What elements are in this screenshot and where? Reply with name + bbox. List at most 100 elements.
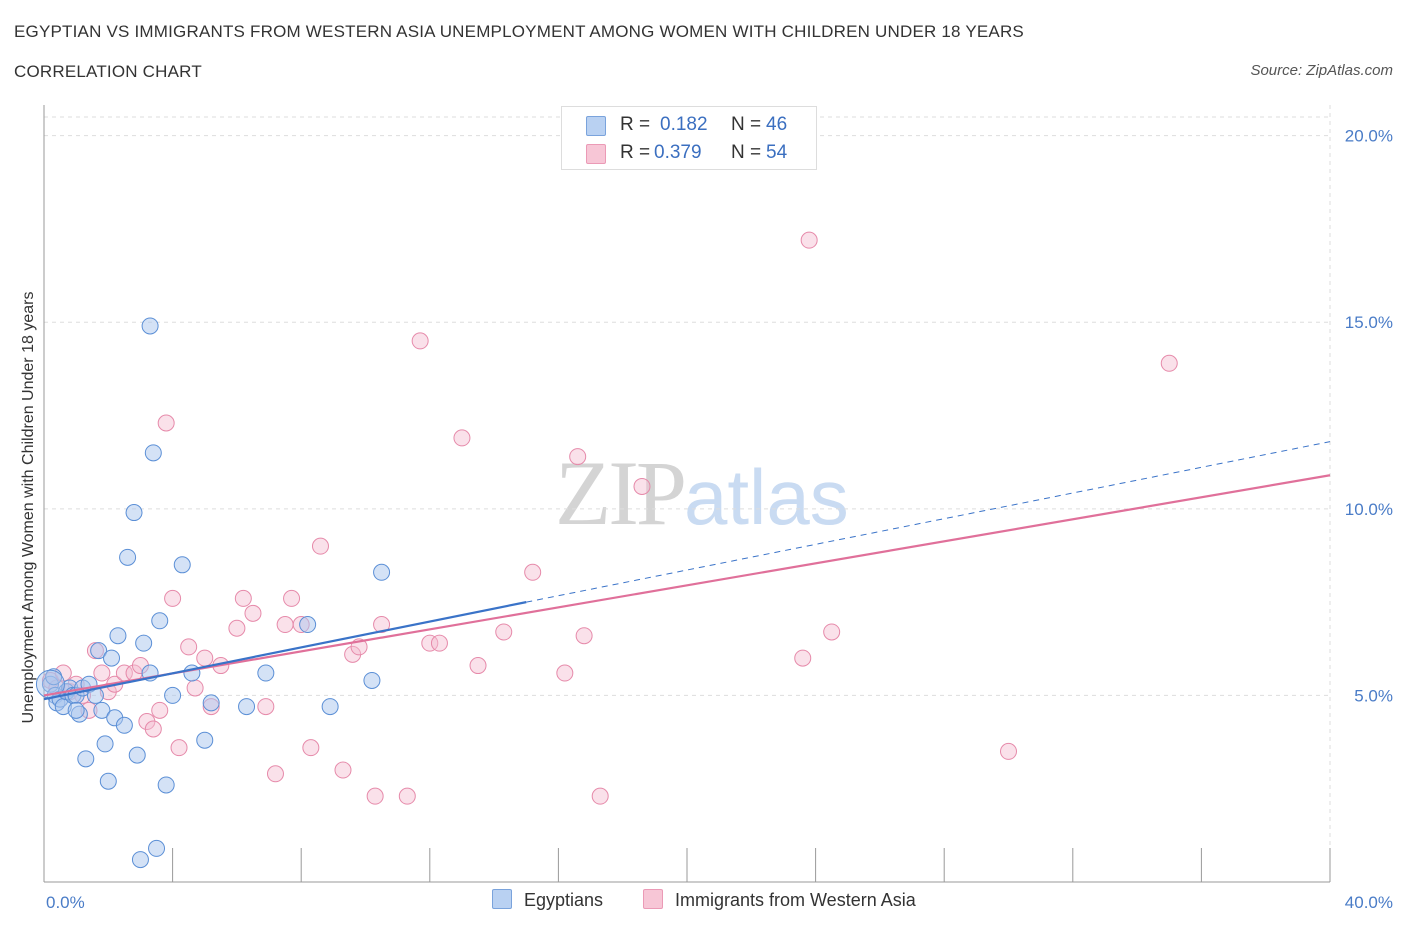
immigrants-point: [524, 563, 542, 581]
legend-item-egyptians[interactable]: Egyptians: [492, 889, 603, 911]
r-label: R =: [620, 114, 651, 135]
immigrants-point: [591, 787, 609, 805]
immigrants-swatch: [586, 144, 606, 164]
stats-legend: R = 0.182 N = 46 R = 0.379 N = 54: [561, 106, 817, 170]
immigrants-point: [180, 638, 198, 656]
y-axis-label: Unemployment Among Women with Children U…: [20, 292, 37, 724]
immigrants-point: [823, 623, 841, 641]
chart-title: EGYPTIAN VS IMMIGRANTS FROM WESTERN ASIA…: [14, 22, 1024, 41]
immigrants-point: [1000, 742, 1017, 760]
watermark: ZIPatlas: [555, 440, 849, 546]
immigrants-trendline: [43, 474, 1331, 697]
source-label: Source: ZipAtlas.com: [1250, 62, 1393, 79]
egyptians-point: [157, 776, 175, 794]
immigrants-point: [244, 604, 262, 622]
immigrants-point: [453, 429, 471, 447]
egyptians-swatch: [586, 116, 606, 136]
egyptians-point: [173, 556, 191, 574]
egyptians-point: [103, 649, 121, 667]
egyptians-point: [96, 735, 114, 753]
egyptians-point: [131, 851, 149, 869]
immigrants-point: [257, 698, 275, 716]
immigrants-point: [283, 589, 301, 607]
immigrants-point: [421, 634, 439, 652]
immigrants-point: [794, 649, 812, 667]
immigrants-point: [469, 657, 487, 675]
egyptians-point: [67, 701, 85, 719]
immigrants-point: [398, 787, 416, 805]
egyptians-point: [148, 839, 166, 857]
immigrants-legend-swatch: [643, 889, 663, 909]
egyptians-point: [144, 444, 162, 462]
egyptians-point: [141, 317, 159, 335]
r-label: R =: [620, 142, 651, 163]
immigrants-point: [196, 649, 214, 667]
immigrants-point: [157, 414, 175, 432]
egyptians-point: [299, 616, 317, 634]
y-tick-label: 15.0%: [1345, 313, 1393, 332]
x-tick-label: 40.0%: [1345, 893, 1393, 912]
immigrants-point: [186, 679, 204, 697]
immigrants-point: [411, 332, 429, 350]
y-tick-label: 10.0%: [1345, 500, 1393, 519]
egyptians-point: [90, 642, 108, 660]
egyptians-legend-swatch: [492, 889, 512, 909]
immigrants-point: [800, 231, 818, 249]
legend-label: Egyptians: [524, 890, 604, 910]
r-value: 0.379: [654, 142, 702, 163]
immigrants-point: [170, 739, 188, 757]
egyptians-point: [373, 563, 391, 581]
immigrants-point: [164, 589, 182, 607]
immigrants-point: [366, 787, 384, 805]
egyptians-point: [115, 716, 133, 734]
immigrants-point: [334, 761, 352, 779]
egyptians-point: [135, 634, 153, 652]
egyptians-point: [238, 698, 256, 716]
legend-item-immigrants[interactable]: Immigrants from Western Asia: [643, 889, 916, 911]
chart-subtitle: CORRELATION CHART: [14, 62, 202, 81]
egyptians-point: [93, 701, 111, 719]
egyptians-point: [109, 627, 127, 645]
r-value: 0.182: [660, 114, 708, 135]
x-tick-label: 0.0%: [46, 893, 85, 912]
immigrants-point: [430, 634, 448, 652]
immigrants-point: [144, 720, 162, 738]
legend-label: Immigrants from Western Asia: [675, 890, 916, 910]
immigrants-point: [151, 701, 169, 719]
n-value: 54: [766, 142, 788, 163]
immigrants-point: [228, 619, 246, 637]
egyptians-point: [99, 772, 117, 790]
immigrants-point: [556, 664, 574, 682]
egyptians-point: [125, 504, 143, 522]
egyptians-point: [257, 664, 275, 682]
immigrants-point: [311, 537, 329, 555]
egyptians-point: [151, 612, 169, 630]
egyptians-point: [77, 750, 95, 768]
egyptians-trendline-extension: [526, 441, 1331, 603]
watermark-zip: ZIP: [555, 442, 687, 544]
immigrants-point: [633, 477, 651, 495]
watermark-atlas: atlas: [684, 453, 849, 541]
egyptians-point: [363, 671, 381, 689]
n-label: N =: [731, 114, 762, 135]
egyptians-point: [321, 698, 339, 716]
immigrants-point: [302, 739, 320, 757]
immigrants-point: [373, 616, 391, 634]
egyptians-point: [128, 746, 146, 764]
egyptians-point: [164, 686, 182, 704]
egyptians-trendline: [43, 601, 527, 701]
immigrants-point: [276, 616, 294, 634]
immigrants-point: [93, 664, 111, 682]
y-tick-label: 20.0%: [1345, 127, 1393, 146]
n-label: N =: [731, 142, 762, 163]
egyptians-point: [119, 548, 137, 566]
immigrants-point: [234, 589, 252, 607]
immigrants-point: [569, 448, 587, 466]
egyptians-point: [196, 731, 214, 749]
immigrants-point: [495, 623, 513, 641]
n-value: 46: [766, 114, 788, 135]
immigrants-point: [266, 765, 284, 783]
immigrants-point: [1160, 354, 1178, 372]
immigrants-point: [575, 627, 593, 645]
